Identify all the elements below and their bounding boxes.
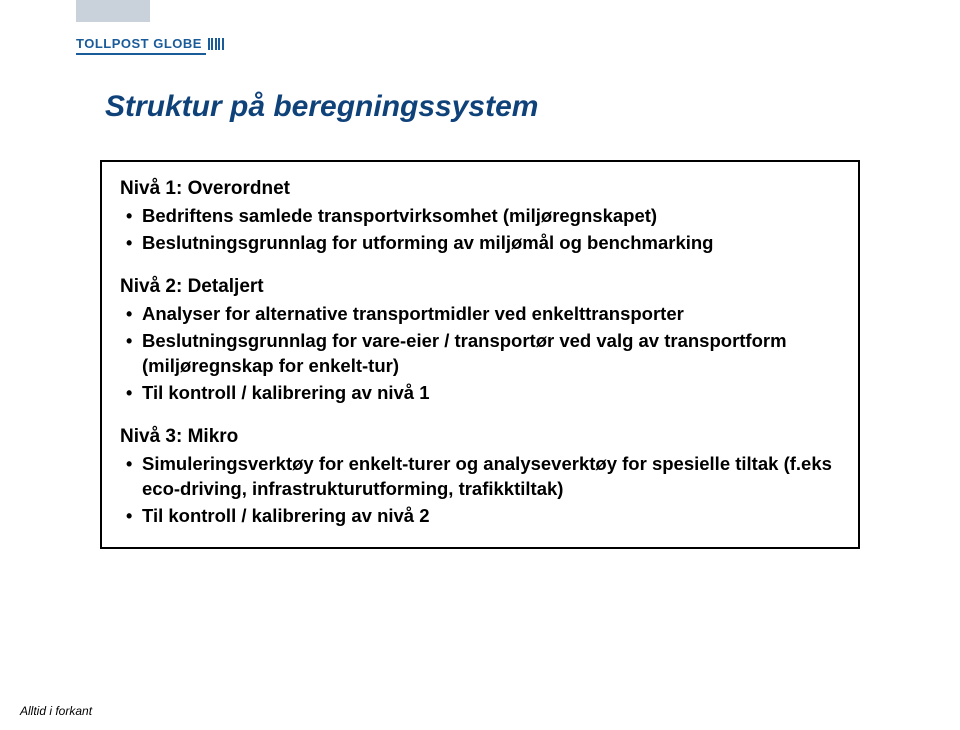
section-heading: Nivå 3: Mikro <box>120 426 838 448</box>
section-heading: Nivå 2: Detaljert <box>120 276 838 298</box>
section-niva-2: Nivå 2: Detaljert Analyser for alternati… <box>120 276 838 406</box>
list-item: Til kontroll / kalibrering av nivå 1 <box>120 381 838 406</box>
list-item: Analyser for alternative transportmidler… <box>120 302 838 327</box>
bullet-list: Simuleringsverktøy for enkelt-turer og a… <box>120 452 838 529</box>
section-heading: Nivå 1: Overordnet <box>120 178 838 200</box>
list-item: Til kontroll / kalibrering av nivå 2 <box>120 504 838 529</box>
section-niva-1: Nivå 1: Overordnet Bedriftens samlede tr… <box>120 178 838 256</box>
slide-page: TOLLPOST GLOBE Struktur på beregningssys… <box>0 0 960 730</box>
content-box: Nivå 1: Overordnet Bedriftens samlede tr… <box>100 160 860 549</box>
brand-logo-bars-icon <box>208 38 224 50</box>
footer-tagline: Alltid i forkant <box>20 704 92 718</box>
bullet-list: Analyser for alternative transportmidler… <box>120 302 838 406</box>
list-item: Beslutningsgrunnlag for utforming av mil… <box>120 231 838 256</box>
brand-logo: TOLLPOST GLOBE <box>76 36 224 51</box>
list-item: Beslutningsgrunnlag for vare-eier / tran… <box>120 329 838 379</box>
section-niva-3: Nivå 3: Mikro Simuleringsverktøy for enk… <box>120 426 838 529</box>
page-title: Struktur på beregningssystem <box>105 90 538 124</box>
list-item: Bedriftens samlede transportvirksomhet (… <box>120 204 838 229</box>
top-tab-accent <box>76 0 150 22</box>
list-item: Simuleringsverktøy for enkelt-turer og a… <box>120 452 838 502</box>
bullet-list: Bedriftens samlede transportvirksomhet (… <box>120 204 838 256</box>
brand-logo-text: TOLLPOST GLOBE <box>76 36 202 51</box>
brand-logo-underline <box>76 53 206 55</box>
